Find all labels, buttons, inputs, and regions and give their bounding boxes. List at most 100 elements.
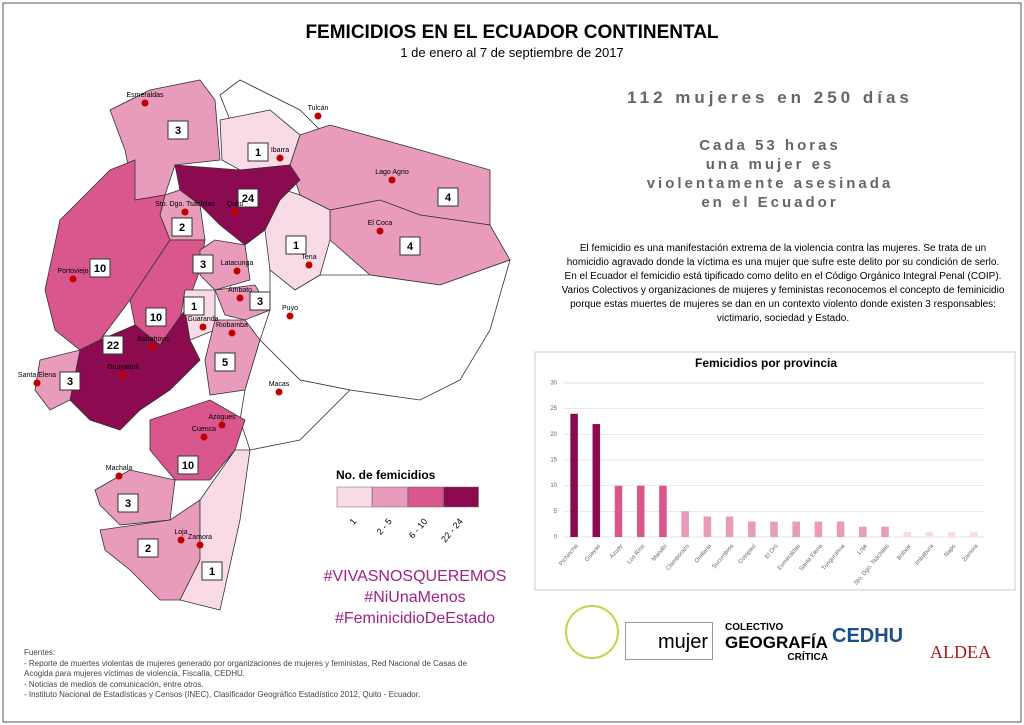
- legend-label: 6 - 10: [407, 516, 429, 540]
- city-label: Zamora: [188, 534, 212, 541]
- hashtags: #VIVASNOSQUEREMOS #NiUnaMenos #Feminicidio…: [300, 566, 530, 629]
- count-box: [183, 296, 205, 316]
- y-tick-label: 0: [554, 535, 558, 541]
- count-box: [247, 142, 269, 162]
- count-box: [171, 217, 193, 237]
- city-label: Puyo: [282, 305, 298, 312]
- city-label: Ibarra: [271, 147, 289, 154]
- source: - Reporte de muertes violentas de mujere…: [24, 658, 467, 679]
- city-dot: [181, 208, 189, 216]
- chart-title: Femicidios por provincia: [695, 356, 837, 370]
- bar: [614, 485, 623, 537]
- stat-line: en el Ecuador: [701, 194, 839, 211]
- city-dot: [177, 536, 185, 544]
- province: [179, 449, 251, 611]
- source: - Noticias de medios de comunicación, en…: [24, 679, 204, 689]
- province-count: 2: [179, 222, 185, 234]
- city-label: Ambato: [228, 287, 252, 294]
- legend-swatch: [443, 486, 479, 508]
- city-dot: [376, 227, 384, 235]
- city-dot: [33, 379, 41, 387]
- city-label: Tulcán: [308, 105, 329, 112]
- legend-swatch: [372, 486, 408, 508]
- y-tick-label: 25: [550, 406, 557, 412]
- logo-text: COLECTIVO: [725, 622, 784, 633]
- city-dot: [119, 371, 127, 379]
- hashtag: #NiUnaMenos: [364, 589, 466, 606]
- city-label: Quito: [227, 201, 244, 208]
- hashtag: #VIVASNOSQUEREMOS: [323, 568, 507, 585]
- city-dot: [199, 323, 207, 331]
- count-box: [437, 187, 459, 207]
- city-label: Santa Elena: [18, 372, 56, 379]
- bar: [903, 531, 912, 537]
- logo-cedhu: CEDHU: [832, 625, 904, 647]
- legend-swatch: [336, 486, 373, 508]
- logo-geografia: COLECTIVO GEOGRAFÍA CRÍTICA: [725, 620, 828, 665]
- bar: [681, 511, 689, 537]
- bar: [748, 521, 756, 537]
- city-label: Portoviejo: [57, 268, 88, 275]
- city-label: Esmeraldas: [127, 92, 164, 99]
- city-dot: [141, 99, 149, 107]
- bar: [792, 521, 800, 537]
- subtitle: 1 de enero al 7 de septiembre de 2017: [400, 45, 624, 60]
- sources: Fuentes: - Reporte de muertes violentas d…: [24, 648, 494, 701]
- province: [149, 399, 246, 481]
- count-box: [285, 235, 307, 255]
- city-label: Guayaquil: [107, 364, 139, 371]
- city-label: Machala: [106, 465, 133, 472]
- y-tick-label: 10: [550, 483, 557, 489]
- city-dot: [200, 433, 208, 441]
- city-dot: [286, 312, 294, 320]
- province-count: 3: [125, 498, 131, 510]
- province-count: 4: [407, 241, 414, 253]
- count-box: [249, 291, 271, 311]
- title: FEMICIDIOS EN EL ECUADOR CONTINENTAL: [305, 22, 719, 43]
- legend-label: 2 - 5: [375, 516, 394, 536]
- province-count: 1: [255, 147, 261, 159]
- headline: 112 mujeres en 250 días: [627, 88, 913, 107]
- city-label: El Coca: [368, 220, 393, 227]
- count-box: [167, 120, 189, 140]
- province-count: 1: [293, 240, 299, 252]
- bar: [770, 521, 778, 537]
- province-count: 4: [445, 192, 452, 204]
- city-dot: [228, 329, 236, 337]
- city-label: Guaranda: [187, 316, 218, 323]
- bar: [570, 413, 578, 537]
- logo-aldea: ALDEA: [930, 642, 991, 662]
- city-dot: [276, 154, 284, 162]
- city-label: Sto. Dgo. Tsáchilas: [155, 201, 215, 208]
- bar: [947, 531, 956, 537]
- logo-text: CRÍTICA: [787, 652, 828, 663]
- city-label: Tena: [301, 254, 316, 261]
- city-label: Cuenca: [192, 426, 216, 433]
- count-box: [237, 188, 259, 208]
- y-tick-label: 15: [550, 458, 557, 464]
- hashtag: #FeminicidioDeEstado: [334, 610, 496, 627]
- legend-title: No. de femicidios: [336, 468, 436, 482]
- province-count: 10: [94, 263, 106, 275]
- count-box: [89, 258, 111, 278]
- province-count: 5: [222, 357, 228, 369]
- logo-mujer: mujer: [625, 622, 713, 660]
- city-label: Latacunga: [221, 260, 254, 267]
- bar: [636, 485, 645, 537]
- bar: [814, 521, 823, 537]
- province-count: 2: [145, 543, 151, 555]
- count-box: [201, 561, 223, 581]
- province-count: 3: [67, 376, 73, 388]
- y-tick-label: 5: [554, 509, 558, 515]
- province-count: 3: [257, 296, 263, 308]
- bar: [925, 531, 934, 537]
- city-dot: [305, 261, 313, 269]
- legend-swatch: [407, 486, 444, 508]
- city-label: Macas: [269, 381, 290, 388]
- city-dot: [231, 208, 239, 216]
- city-label: Babahoyo: [137, 336, 169, 343]
- city-dot: [236, 294, 244, 302]
- stat-lines: Cada 53 horas una mujer es violentamente a…: [560, 136, 980, 212]
